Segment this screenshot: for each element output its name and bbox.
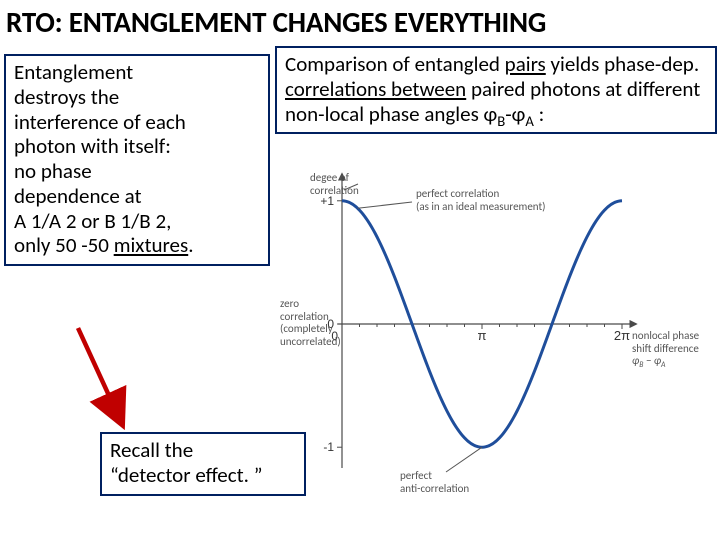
lb-l8b: mixtures [114, 232, 189, 258]
lbl-xaxis-1: nonlocal phase [632, 329, 699, 342]
lbl-perfect-2: (as in an ideal measurement) [416, 200, 546, 213]
rb-tail: : [534, 101, 544, 127]
rb-s2: pairs [505, 51, 546, 77]
recall-textbox: Recall the “detector effect. ” [100, 432, 306, 496]
lbl-zero: zero correlation (completely uncorrelate… [280, 298, 338, 349]
lbl-zero-4: uncorrelated) [280, 335, 341, 348]
lb-l3: interference of each [14, 109, 186, 135]
lbl-anti: perfect anti-correlation [400, 470, 469, 495]
lb-l2: destroys the [14, 84, 119, 110]
lbl-xaxis: nonlocal phase shift difference φB − φA [632, 330, 710, 368]
lbl-perfect: perfect correlation (as in an ideal meas… [416, 188, 546, 213]
lbl-zero-2: correlation [280, 310, 329, 323]
lb-l1: Entanglement [14, 59, 133, 85]
lbl-degree-2: correlation [310, 184, 359, 197]
right-textbox: Comparison of entangled pairs yields pha… [275, 46, 717, 134]
lb-l7: A 1/A 2 or B 1/B 2, [14, 208, 171, 234]
lbl-anti-2: anti-correlation [400, 482, 469, 495]
lbl-anti-1: perfect [400, 469, 432, 482]
lbl-perfect-1: perfect correlation [416, 187, 499, 200]
rc-l1: Recall the [110, 437, 193, 463]
lbl-xaxis-2: shift difference [632, 342, 699, 355]
svg-text:-1: -1 [323, 440, 334, 454]
lb-l4: photon with itself: [14, 133, 171, 159]
lb-l5: no phase [14, 158, 92, 184]
rc-l2: “detector effect. ” [110, 462, 263, 488]
slide-title: RTO: ENTANGLEMENT CHANGES EVERYTHING [6, 4, 714, 40]
lbl-xaxis-3: φB − φA [632, 354, 666, 367]
svg-text:2π: 2π [614, 328, 630, 343]
lbl-degree-1: degee of [310, 171, 349, 184]
arrow-line [78, 328, 122, 424]
lb-l8c: . [188, 232, 193, 258]
lbl-zero-3: (completely [280, 322, 333, 335]
rb-subA: A [525, 112, 534, 130]
rb-phiB: φ [484, 101, 498, 127]
svg-text:π: π [478, 328, 487, 343]
rb-phiA: φ [512, 101, 526, 127]
callout-arrow-icon [72, 324, 132, 434]
lb-l6: dependence at [14, 183, 142, 209]
lbl-degree: degee of correlation [310, 172, 359, 197]
lb-l8a: only 50 -50 [14, 232, 114, 258]
left-textbox: Entanglement destroys the interference o… [4, 54, 270, 266]
rb-s3: yields phase-dep. [546, 51, 699, 77]
slide-root: RTO: ENTANGLEMENT CHANGES EVERYTHING Ent… [0, 0, 720, 540]
lbl-zero-1: zero [280, 297, 299, 310]
rb-s1: Comparison of entangled [285, 51, 505, 77]
rb-s4: correlations between [285, 76, 466, 102]
correlation-chart: -10+10π2π degee of correlation perfect c… [280, 172, 710, 532]
